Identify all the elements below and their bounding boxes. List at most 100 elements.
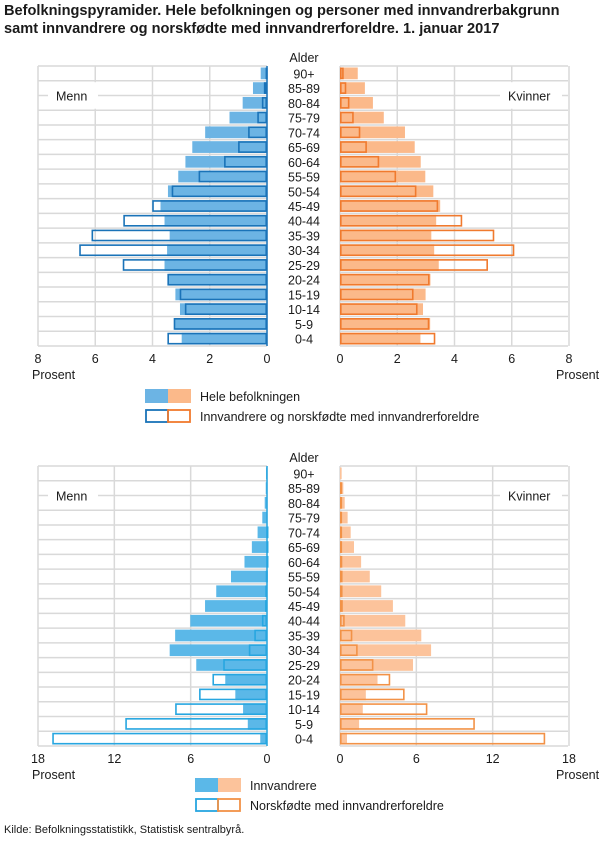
- age-group-label: 75-79: [288, 112, 320, 126]
- tick-label: 2: [206, 352, 213, 366]
- age-group-label: 55-59: [288, 571, 320, 585]
- bar-female-top-outline: [339, 288, 414, 301]
- tick-label: 4: [149, 352, 156, 366]
- bar-male-top-filled: [181, 332, 267, 345]
- bar-male-top-outline: [167, 332, 267, 345]
- bar-male-top-outline: [123, 214, 268, 227]
- bar-female-top-filled: [340, 318, 431, 330]
- bar-female-bottom-filled: [340, 659, 414, 671]
- bar-female-top-outline: [339, 141, 367, 153]
- age-group-label: 50-54: [288, 585, 320, 599]
- age-group-label: 0-4: [295, 733, 313, 747]
- tick-label: 18: [31, 752, 45, 766]
- bar-female-top-filled: [340, 200, 441, 212]
- label-background: [48, 482, 98, 509]
- age-group-label: 80-84: [288, 497, 320, 511]
- age-group-label: 25-29: [288, 259, 320, 273]
- age-group-label: 85-89: [288, 82, 320, 96]
- right-label-women: Kvinner: [508, 89, 550, 103]
- bar-male-bottom-filled: [190, 614, 267, 627]
- bar-male-top-outline: [263, 82, 267, 94]
- bar-male-bottom-filled: [262, 511, 267, 524]
- legend-swatch-filled-female: [168, 389, 191, 403]
- age-group-label: 15-19: [288, 688, 320, 702]
- bar-female-bottom-outline: [339, 644, 358, 657]
- bar-female-top-filled: [340, 332, 421, 345]
- bar-male-top-outline: [238, 141, 267, 153]
- tick-label: 0: [264, 352, 271, 366]
- age-group-label: 45-49: [288, 200, 320, 214]
- legend-label-outline: Innvandrere og norskfødte med innvandrer…: [200, 410, 479, 424]
- bar-female-top-filled: [340, 288, 426, 301]
- bar-male-top-filled: [252, 82, 267, 94]
- age-group-label: 90+: [293, 67, 314, 81]
- tick-label: 0: [337, 752, 344, 766]
- age-group-label: 55-59: [288, 171, 320, 185]
- age-group-label: 10-14: [288, 703, 320, 717]
- bar-male-bottom-filled: [260, 732, 267, 745]
- bar-male-bottom-filled: [230, 570, 267, 583]
- age-group-label: 65-69: [288, 141, 320, 155]
- bar-male-top-filled: [164, 214, 267, 227]
- tick-label: 6: [413, 752, 420, 766]
- bar-female-bottom-outline: [339, 555, 343, 568]
- bar-male-bottom-outline: [212, 673, 267, 686]
- bar-female-bottom-outline: [339, 659, 374, 671]
- bar-male-bottom-outline: [175, 703, 268, 716]
- label-background: [48, 82, 98, 109]
- bar-male-top-filled: [174, 318, 267, 330]
- bar-female-top-filled: [340, 67, 358, 80]
- bar-male-bottom-filled: [196, 659, 267, 671]
- bar-female-top-filled: [340, 259, 439, 271]
- bar-female-top-outline: [339, 332, 436, 345]
- bar-female-top-filled: [340, 229, 432, 242]
- bar-female-bottom-filled: [340, 644, 432, 657]
- age-group-label: 35-39: [288, 229, 320, 243]
- bar-female-bottom-filled: [340, 614, 406, 627]
- legend-swatch-filled-male: [145, 389, 168, 403]
- bar-male-top-filled: [192, 141, 267, 153]
- bar-male-top-outline: [79, 244, 267, 257]
- bar-male-bottom-filled: [251, 541, 267, 553]
- bar-male-bottom-outline: [223, 659, 267, 671]
- bar-male-bottom-outline: [261, 614, 268, 627]
- legend-swatch-outline-female: [167, 409, 191, 423]
- bar-female-bottom-outline: [339, 703, 428, 716]
- bar-female-bottom-outline: [339, 526, 343, 539]
- age-group-label: 60-64: [288, 156, 320, 170]
- legend-swatch-filled-female: [218, 778, 241, 792]
- bar-male-top-outline: [179, 288, 267, 301]
- bar-female-bottom-outline: [339, 688, 405, 701]
- age-group-label: 70-74: [288, 126, 320, 140]
- bar-female-bottom-filled: [340, 585, 382, 598]
- right-label-women: Kvinner: [508, 489, 550, 503]
- bar-female-top-filled: [340, 82, 365, 94]
- age-group-label: 40-44: [288, 615, 320, 629]
- age-group-label: 90+: [293, 467, 314, 481]
- bar-male-bottom-outline: [254, 629, 267, 642]
- bar-female-bottom-outline: [339, 600, 343, 612]
- chart-title: Befolkningspyramider. Hele befolkningen …: [4, 2, 559, 38]
- bar-female-top-filled: [340, 96, 373, 109]
- bar-male-top-filled: [168, 273, 267, 286]
- bar-male-top-outline: [198, 170, 267, 183]
- bar-female-top-outline: [339, 229, 495, 242]
- bar-male-bottom-outline: [52, 732, 267, 745]
- bar-female-top-outline: [339, 303, 418, 316]
- bar-female-top-outline: [339, 170, 397, 183]
- bar-male-top-outline: [224, 155, 268, 168]
- title-line-2: samt innvandrere og norskfødte med innva…: [4, 21, 500, 37]
- age-group-label: 80-84: [288, 97, 320, 111]
- bar-male-top-outline: [91, 229, 267, 242]
- bar-female-top-outline: [339, 318, 430, 330]
- bar-male-top-filled: [179, 303, 267, 316]
- bar-female-bottom-outline: [339, 718, 475, 730]
- tick-label: 6: [187, 752, 194, 766]
- tick-label: 4: [451, 352, 458, 366]
- bar-female-top-filled: [340, 303, 424, 316]
- bar-female-top-outline: [339, 273, 430, 286]
- age-group-label: 35-39: [288, 629, 320, 643]
- bar-female-bottom-filled: [340, 555, 362, 568]
- age-group-label: 5-9: [295, 718, 313, 732]
